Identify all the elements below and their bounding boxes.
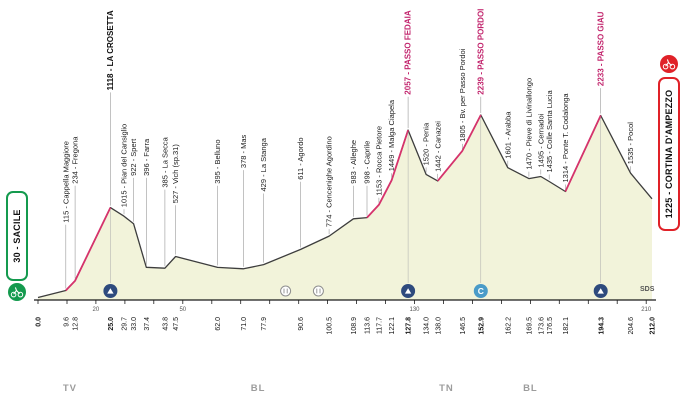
km-label: 194.3: [598, 317, 605, 335]
start-label-box: [6, 191, 28, 281]
waypoint-label: 2239 - PASSO PORDOI: [476, 9, 485, 95]
km-label: 134.0: [424, 317, 431, 335]
km-label: 12.8: [73, 317, 80, 331]
waypoint-label: 527 - Vich (sp.31): [171, 144, 180, 204]
axis-ruler-number: 130: [409, 307, 420, 313]
start-cyclist-icon: [8, 283, 26, 301]
province-label: TV: [63, 383, 77, 394]
province-label: TN: [439, 383, 454, 394]
waypoint-label: 983 - Alleghe: [349, 140, 358, 184]
km-label: 152.9: [478, 317, 485, 335]
waypoint-label: 1015 - Pian del Cansiglio: [120, 124, 129, 207]
kom-badge-glyph: [404, 288, 412, 294]
waypoint-label: 1805 - Bv. per Passo Pordoi: [458, 48, 467, 142]
km-label: 29.7: [122, 317, 129, 331]
waypoint-label: 1495 - Cernadoi: [536, 113, 545, 167]
waypoint-label: 1435 - Colle Santa Lucia: [545, 90, 554, 173]
km-label: 204.6: [628, 317, 635, 335]
km-label: 169.5: [527, 317, 534, 335]
km-label: 71.0: [241, 317, 248, 331]
axis-ruler-number: 20: [93, 307, 100, 313]
waypoint-label: 2057 - PASSO FEDAIA: [404, 10, 413, 95]
cyclist-wheel: [662, 63, 669, 70]
km-label: 162.2: [505, 317, 512, 335]
km-label: 43.8: [163, 317, 170, 331]
km-label: 146.5: [460, 317, 467, 335]
axis-ruler-number: 210: [641, 307, 652, 313]
start-label: 30 - SACILE: [12, 209, 22, 262]
province-label: BL: [523, 383, 538, 394]
km-label: 122.1: [389, 317, 396, 335]
climb-highlight: [564, 115, 602, 192]
km-label: 108.9: [351, 317, 358, 335]
km-label: 90.6: [298, 317, 305, 331]
province-label: BL: [251, 383, 266, 394]
km-label: 9.6: [63, 317, 70, 327]
elevation-area: [38, 115, 652, 300]
kom-badge-glyph: [107, 288, 114, 294]
waypoint-label: 1470 - Pieve di Livinallongo: [525, 78, 534, 170]
waypoint-label: 998 - Caprile: [363, 141, 372, 184]
waypoint-label: 234 - Fregona: [71, 136, 80, 184]
kom-badge-glyph: [597, 288, 604, 294]
km-label: 173.6: [538, 317, 545, 335]
waypoint-label: 1535 - Pocol: [626, 122, 635, 164]
km-label: 47.5: [173, 317, 180, 331]
waypoint-label: 395 - Belluno: [213, 139, 222, 183]
climb-highlight: [65, 207, 112, 292]
waypoint-label: 1520 - Penia: [422, 122, 431, 165]
km-label: 37.4: [144, 317, 151, 331]
finish-label-box: [658, 77, 680, 231]
waypoint-label: 1449 - Malga Ciapela: [387, 99, 396, 171]
km-label: 100.5: [327, 317, 334, 335]
km-label: 138.0: [435, 317, 442, 335]
cyclist-wheel: [10, 291, 17, 298]
cima-coppi-letter: C: [478, 286, 484, 296]
waypoint-label: 385 - La Secca: [161, 136, 170, 187]
feed-zone-icon: [312, 285, 324, 297]
waypoint-label: 396 - Farra: [142, 138, 151, 176]
cyclist-body: [13, 287, 21, 295]
axis-ruler-number: 50: [179, 307, 186, 313]
waypoint-label: 2233 - PASSO GIAU: [596, 11, 605, 86]
km-label: 0.0: [36, 317, 43, 327]
cyclist-wheel: [669, 63, 676, 70]
waypoint-label: 1314 - Ponte T. Codalonga: [561, 93, 570, 183]
km-label: 176.5: [547, 317, 554, 335]
waypoint-label: 1442 - Canazei: [433, 121, 442, 172]
climb-highlight: [366, 129, 409, 219]
climb-highlight: [437, 114, 482, 182]
km-label: 212.0: [650, 317, 657, 335]
cyclist-wheel: [17, 291, 24, 298]
finish-cyclist-icon: [660, 55, 678, 73]
cima-coppi-badge: [473, 284, 488, 298]
waypoint-label: 611 - Agordo: [296, 137, 305, 179]
km-label: 182.1: [563, 317, 570, 335]
feed-zone-icon: [280, 285, 292, 297]
km-label: 117.7: [377, 317, 384, 334]
designer-signature: SDS: [640, 286, 655, 293]
waypoint-label: 115 - Cappella Maggiore: [61, 141, 70, 223]
km-label: 77.9: [261, 317, 268, 331]
waypoint-label: 378 - Mas: [239, 135, 248, 169]
waypoint-label: 429 - La Stanga: [259, 137, 268, 191]
km-label: 62.0: [215, 317, 222, 331]
waypoint-label: 774 - Cencenighe Agordino: [325, 136, 334, 227]
km-label: 113.6: [365, 317, 372, 334]
waypoint-label: 922 - Spert: [129, 138, 138, 176]
waypoint-label: 1601 - Arabba: [503, 111, 512, 159]
waypoint-label: 1153 - Rocca Pietore: [375, 126, 384, 196]
finish-label: 1225 - CORTINA D'AMPEZZO: [664, 90, 674, 219]
km-label: 25.0: [108, 317, 115, 331]
km-label: 127.8: [406, 317, 413, 335]
cyclist-body: [665, 59, 673, 67]
waypoint-label: 1118 - LA CROSETTA: [106, 10, 115, 90]
km-label: 33.0: [131, 317, 138, 331]
